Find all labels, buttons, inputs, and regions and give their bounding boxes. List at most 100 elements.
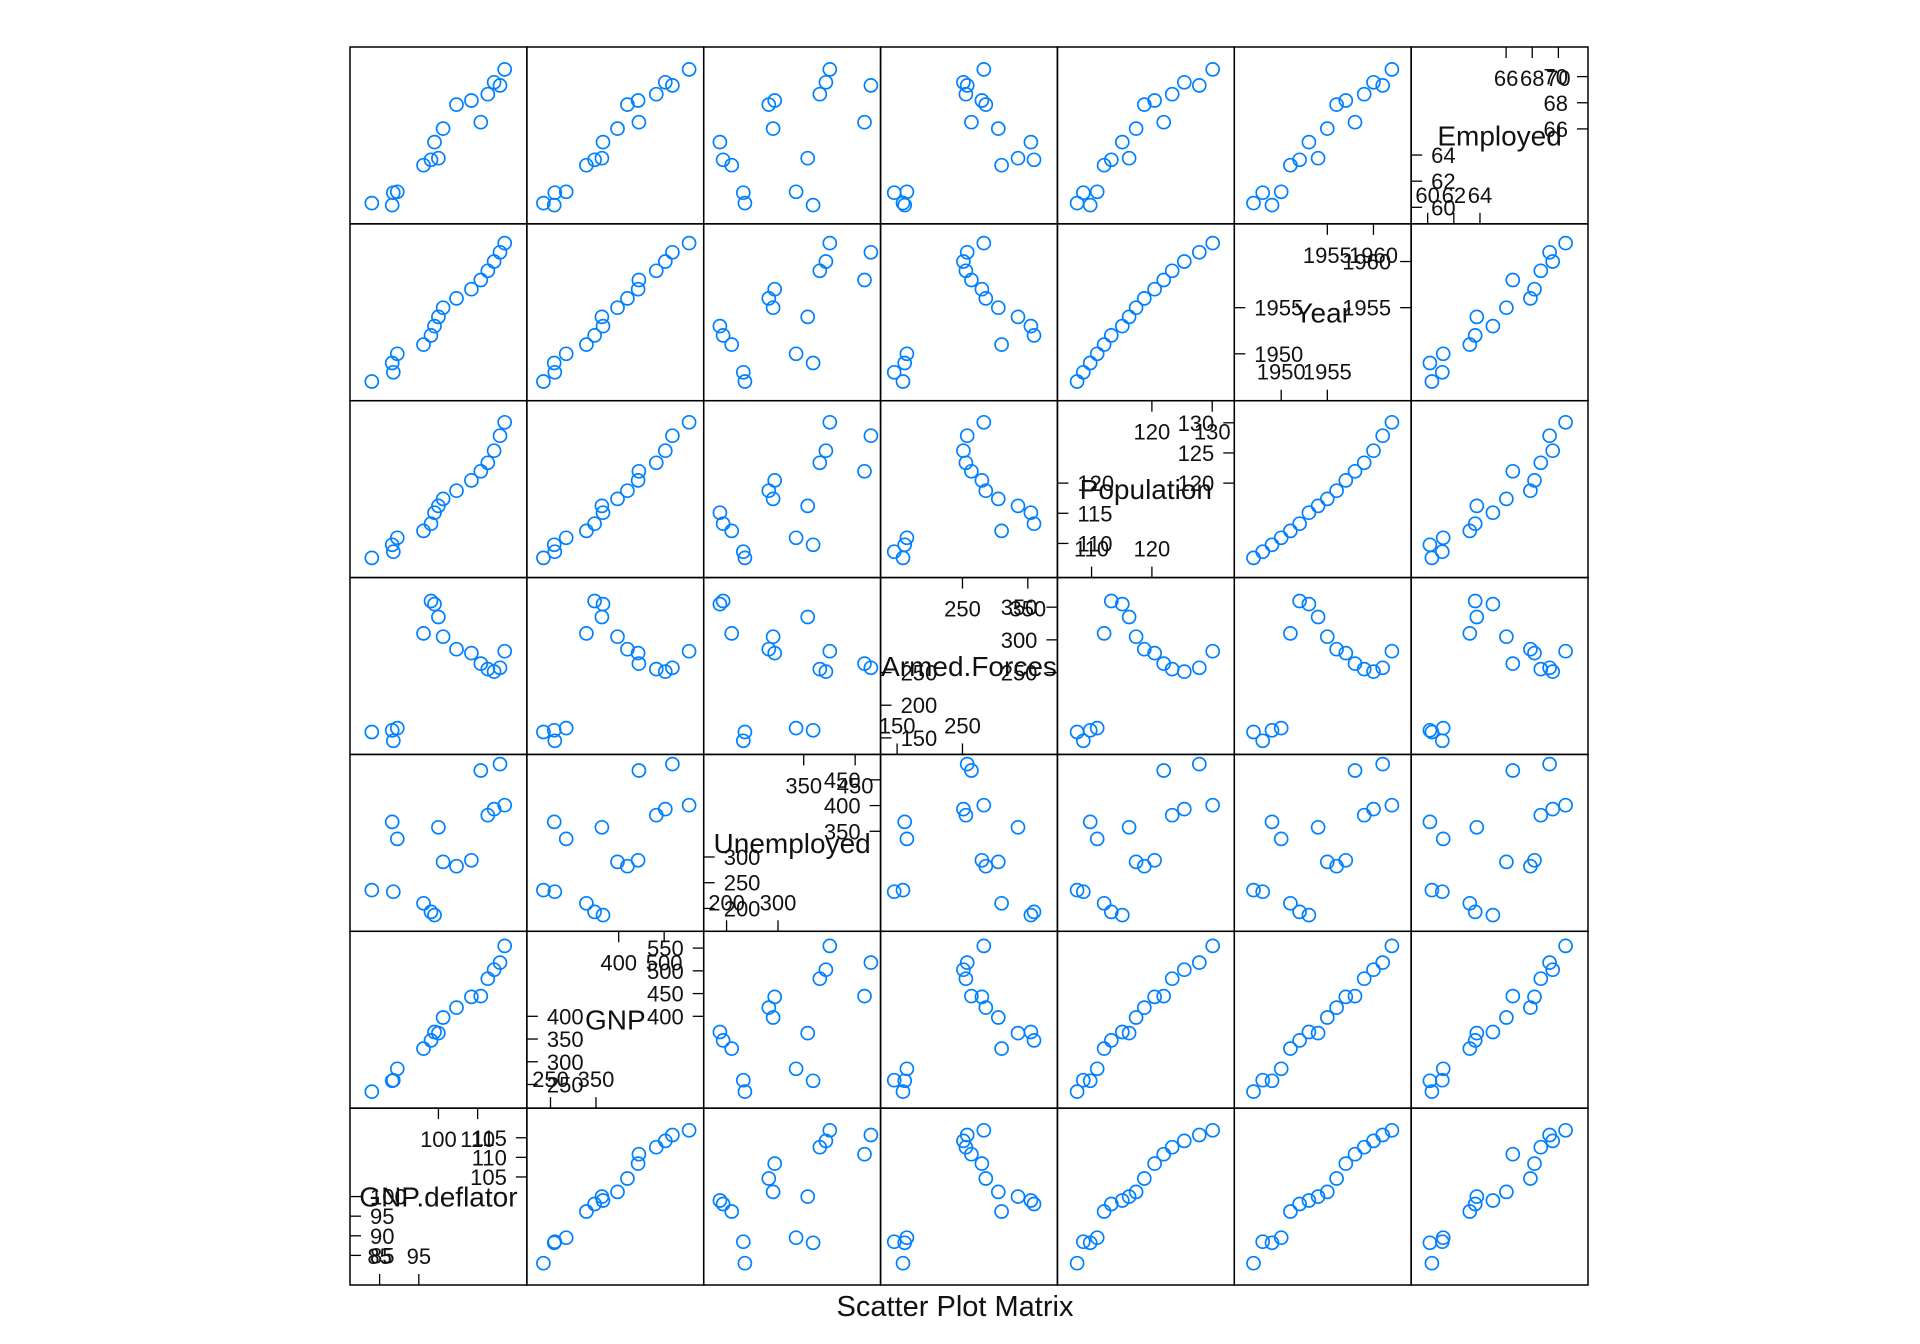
point-employed-vs-population-4	[1435, 530, 1451, 546]
point-gnp-deflator-vs-employed-9	[435, 121, 451, 136]
point-year-vs-armed-forces-2	[1255, 733, 1271, 749]
point-gnp-deflator-vs-year-14	[486, 254, 502, 269]
point-gnp-vs-armed-forces-5	[579, 626, 594, 641]
point-armed-forces-vs-employed-14	[956, 74, 971, 90]
point-armed-forces-vs-gnp-9	[990, 1010, 1006, 1025]
point-gnp-vs-population-15	[665, 428, 680, 444]
point-population-vs-year-11	[1147, 281, 1162, 297]
point-employed-vs-unemployed-4	[1435, 831, 1451, 847]
point-unemployed-vs-population-16	[822, 414, 838, 430]
point-armed-forces-vs-year-6	[1026, 328, 1042, 343]
point-gnp-deflator-vs-unemployed-10	[449, 858, 464, 874]
panel-r2-c6	[1410, 399, 1589, 579]
point-population-vs-armed-forces-3	[1082, 722, 1098, 738]
point-unemployed-vs-year-9	[765, 300, 781, 316]
point-year-vs-employed-13	[1356, 86, 1372, 102]
point-employed-vs-year-15	[1542, 244, 1557, 260]
point-population-vs-unemployed-3	[1082, 814, 1098, 830]
point-armed-forces-vs-employed-8	[1010, 150, 1026, 166]
point-employed-vs-gnp-14	[1545, 962, 1561, 978]
point-population-vs-gnp-3	[1082, 1073, 1098, 1089]
point-employed-vs-year-1	[1424, 374, 1440, 389]
point-armed-forces-vs-unemployed-7	[1023, 907, 1039, 923]
panel-r4-c4	[1056, 753, 1236, 933]
point-gnp-vs-unemployed-8	[594, 819, 610, 835]
point-year-vs-gnp-13	[1356, 971, 1372, 987]
tick-label-gnp-deflator: 100	[370, 1185, 407, 1210]
point-population-vs-employed-14	[1176, 74, 1192, 90]
point-armed-forces-vs-gnp-16	[976, 938, 992, 954]
panel-r1-c0	[349, 223, 528, 402]
point-employed-vs-gnp-deflator-13	[1533, 1139, 1549, 1155]
point-population-vs-gnp-9	[1128, 1010, 1144, 1025]
point-unemployed-vs-gnp-16	[822, 938, 838, 954]
point-employed-vs-population-3	[1422, 537, 1438, 553]
point-gnp-deflator-vs-gnp-3	[384, 1073, 400, 1089]
point-employed-vs-population-6	[1467, 516, 1483, 532]
point-unemployed-vs-employed-12	[857, 114, 872, 130]
point-gnp-vs-employed-8	[594, 150, 610, 166]
point-population-vs-gnp-11	[1147, 989, 1162, 1005]
point-unemployed-vs-gnp-deflator-15	[863, 1127, 879, 1143]
point-population-vs-employed-10	[1136, 97, 1152, 112]
point-employed-vs-population-12	[1505, 463, 1521, 479]
point-gnp-deflator-vs-population-4	[389, 530, 405, 546]
point-employed-vs-gnp-deflator-9	[1499, 1184, 1514, 1200]
diag-label-armed-forces: Armed.Forces	[881, 651, 1057, 682]
panel-r4-c3	[879, 753, 1059, 933]
point-population-vs-employed-6	[1103, 152, 1119, 168]
point-unemployed-vs-gnp-14	[818, 962, 834, 978]
point-gnp-vs-year-3	[546, 355, 562, 371]
tick-label-unemployed: 300	[760, 890, 797, 915]
point-year-vs-employed-16	[1384, 62, 1400, 77]
point-armed-forces-vs-gnp-4	[899, 1061, 915, 1077]
point-year-vs-employed-1	[1246, 195, 1261, 211]
point-unemployed-vs-gnp-deflator-6	[715, 1196, 731, 1212]
point-employed-vs-armed-forces-12	[1505, 656, 1521, 671]
panel-r0-c2	[702, 46, 882, 225]
point-gnp-vs-year-15	[665, 244, 680, 260]
panel-r0-c3	[879, 46, 1059, 225]
point-armed-forces-vs-gnp-6	[1026, 1033, 1042, 1048]
point-employed-vs-population-15	[1542, 428, 1557, 444]
point-employed-vs-unemployed-8	[1469, 819, 1485, 835]
point-year-vs-armed-forces-5	[1283, 626, 1298, 641]
point-year-vs-gnp-9	[1319, 1010, 1335, 1025]
point-unemployed-vs-employed-15	[863, 78, 879, 93]
point-gnp-vs-armed-forces-15	[665, 660, 680, 676]
point-year-vs-armed-forces-3	[1264, 722, 1280, 738]
point-population-vs-year-2	[1075, 364, 1091, 380]
point-employed-vs-year-8	[1469, 309, 1485, 325]
point-unemployed-vs-employed-9	[765, 121, 781, 136]
tick-label-gnp: 250	[532, 1067, 569, 1092]
point-population-vs-employed-2	[1075, 185, 1091, 201]
point-gnp-deflator-vs-employed-16	[497, 62, 513, 77]
point-unemployed-vs-armed-forces-2	[735, 733, 751, 749]
point-unemployed-vs-year-7	[712, 318, 728, 334]
point-armed-forces-vs-gnp-deflator-6	[1026, 1196, 1042, 1212]
point-gnp-vs-unemployed-1	[536, 882, 551, 898]
point-population-vs-unemployed-14	[1176, 801, 1192, 817]
point-gnp-deflator-vs-gnp-5	[416, 1041, 431, 1056]
point-employed-vs-armed-forces-4	[1435, 720, 1451, 736]
point-armed-forces-vs-year-13	[958, 263, 974, 279]
point-year-vs-population-11	[1338, 473, 1354, 488]
tick-label-employed: 66	[1494, 66, 1518, 91]
point-year-vs-armed-forces-11	[1338, 645, 1354, 661]
point-unemployed-vs-armed-forces-14	[818, 664, 834, 679]
point-gnp-deflator-vs-year-5	[416, 337, 431, 352]
point-population-vs-gnp-8	[1121, 1025, 1137, 1041]
point-unemployed-vs-population-4	[788, 530, 804, 546]
point-gnp-vs-gnp-deflator-11	[630, 1156, 646, 1171]
point-employed-vs-population-10	[1523, 483, 1538, 499]
tick-label-unemployed: 350	[785, 773, 822, 798]
point-year-vs-armed-forces-10	[1329, 641, 1344, 657]
point-gnp-vs-armed-forces-1	[536, 724, 551, 740]
tick-label-gnp-deflator: 100	[420, 1127, 457, 1152]
point-gnp-deflator-vs-unemployed-6	[423, 904, 439, 920]
tick-label-employed: 70	[1544, 65, 1568, 90]
point-gnp-deflator-vs-employed-15	[492, 78, 508, 93]
point-year-vs-unemployed-12	[1347, 763, 1363, 778]
panel-r2-c3	[879, 399, 1059, 579]
